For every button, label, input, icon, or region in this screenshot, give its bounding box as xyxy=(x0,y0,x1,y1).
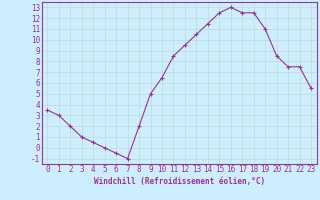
X-axis label: Windchill (Refroidissement éolien,°C): Windchill (Refroidissement éolien,°C) xyxy=(94,177,265,186)
